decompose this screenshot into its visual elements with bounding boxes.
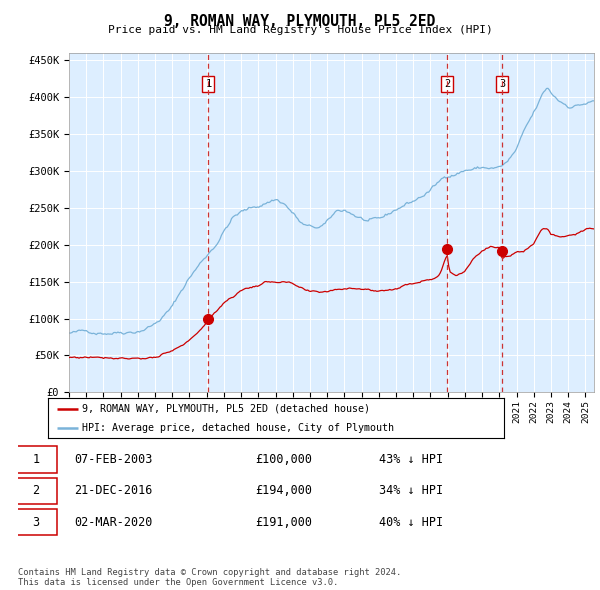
FancyBboxPatch shape	[15, 509, 58, 535]
Text: 1: 1	[205, 78, 212, 88]
Text: 34% ↓ HPI: 34% ↓ HPI	[379, 484, 443, 497]
Text: 3: 3	[32, 516, 40, 529]
Text: 2: 2	[444, 78, 450, 88]
Text: 9, ROMAN WAY, PLYMOUTH, PL5 2ED (detached house): 9, ROMAN WAY, PLYMOUTH, PL5 2ED (detache…	[82, 404, 370, 414]
Text: 21-DEC-2016: 21-DEC-2016	[74, 484, 153, 497]
Text: Contains HM Land Registry data © Crown copyright and database right 2024.
This d: Contains HM Land Registry data © Crown c…	[18, 568, 401, 587]
Text: 02-MAR-2020: 02-MAR-2020	[74, 516, 153, 529]
Text: 2: 2	[32, 484, 40, 497]
Text: HPI: Average price, detached house, City of Plymouth: HPI: Average price, detached house, City…	[82, 423, 394, 432]
Text: Price paid vs. HM Land Registry's House Price Index (HPI): Price paid vs. HM Land Registry's House …	[107, 25, 493, 35]
Text: 43% ↓ HPI: 43% ↓ HPI	[379, 453, 443, 466]
Text: £191,000: £191,000	[255, 516, 312, 529]
Text: 3: 3	[499, 78, 505, 88]
FancyBboxPatch shape	[15, 478, 58, 504]
Text: £194,000: £194,000	[255, 484, 312, 497]
FancyBboxPatch shape	[15, 447, 58, 473]
Text: £100,000: £100,000	[255, 453, 312, 466]
Text: 40% ↓ HPI: 40% ↓ HPI	[379, 516, 443, 529]
Text: 9, ROMAN WAY, PLYMOUTH, PL5 2ED: 9, ROMAN WAY, PLYMOUTH, PL5 2ED	[164, 14, 436, 28]
Text: 1: 1	[32, 453, 40, 466]
Text: 07-FEB-2003: 07-FEB-2003	[74, 453, 153, 466]
